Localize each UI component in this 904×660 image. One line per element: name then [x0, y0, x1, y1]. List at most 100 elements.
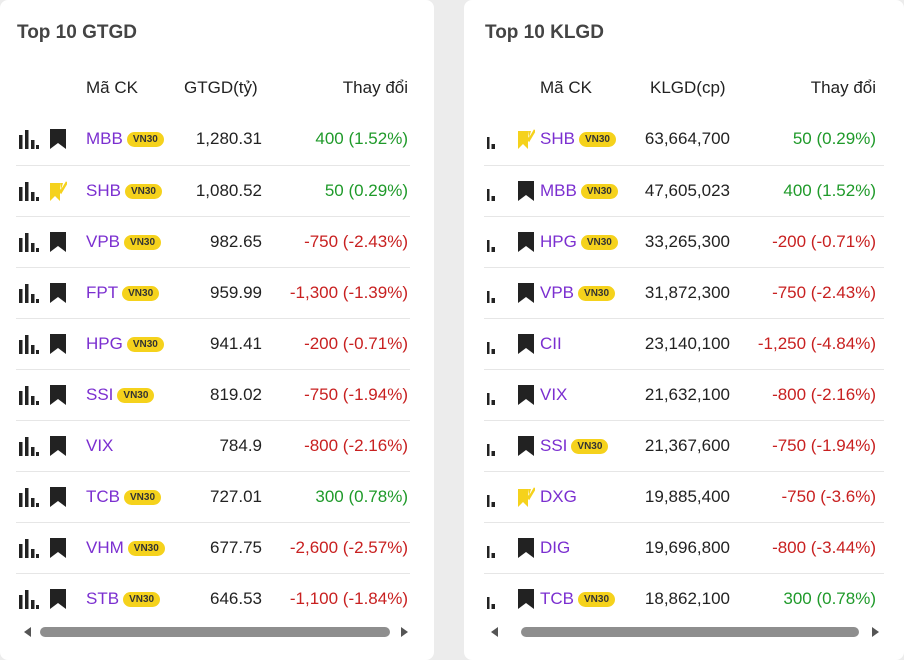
bookmark-icon[interactable]	[49, 231, 67, 253]
stock-symbol[interactable]: MBB VN30	[86, 129, 164, 149]
bar-chart-icon[interactable]	[487, 232, 507, 252]
symbol-text[interactable]: SHB	[540, 129, 575, 148]
table-row[interactable]: VIX 784.9 -800 (-2.16%)	[16, 420, 410, 471]
bar-chart-icon[interactable]	[487, 589, 507, 609]
stock-symbol[interactable]: CII	[540, 334, 562, 354]
stock-symbol[interactable]: TCB VN30	[86, 487, 162, 507]
symbol-text[interactable]: STB	[86, 589, 120, 608]
symbol-text[interactable]: VIX	[86, 436, 114, 455]
table-row[interactable]: VIX 21,632,100 -800 (-2.16%)	[484, 369, 884, 420]
bookmark-icon[interactable]	[517, 435, 535, 457]
table-row[interactable]: TCB VN30 727.01 300 (0.78%)	[16, 471, 410, 522]
bar-chart-icon[interactable]	[19, 232, 39, 252]
stock-symbol[interactable]: DIG	[540, 538, 570, 558]
table-row[interactable]: MBB VN30 1,280.31 400 (1.52%)	[16, 114, 410, 165]
bar-chart-icon[interactable]	[487, 334, 507, 354]
bar-chart-icon[interactable]	[19, 436, 39, 456]
scroll-left-arrow-icon[interactable]	[24, 627, 31, 637]
col-value-header[interactable]: GTGD(tỷ)	[184, 78, 258, 97]
symbol-text[interactable]: VPB	[540, 283, 575, 302]
bar-chart-icon[interactable]	[19, 385, 39, 405]
table-row[interactable]: VHM VN30 677.75 -2,600 (-2.57%)	[16, 522, 410, 573]
stock-symbol[interactable]: VIX	[86, 436, 113, 456]
symbol-text[interactable]: DIG	[540, 538, 571, 557]
bookmark-icon[interactable]	[49, 486, 67, 508]
symbol-text[interactable]: HPG	[540, 232, 577, 251]
horizontal-scrollbar[interactable]	[489, 624, 881, 640]
scroll-thumb[interactable]	[40, 627, 390, 637]
symbol-text[interactable]: VHM	[86, 538, 124, 557]
table-row[interactable]: HPG VN30 33,265,300 -200 (-0.71%)	[484, 216, 884, 267]
bar-chart-icon[interactable]	[19, 487, 39, 507]
stock-symbol[interactable]: VPB VN30	[86, 232, 162, 252]
bar-chart-icon[interactable]	[487, 436, 507, 456]
bar-chart-icon[interactable]	[487, 385, 507, 405]
symbol-text[interactable]: FPT	[86, 283, 119, 302]
stock-symbol[interactable]: VIX	[540, 385, 567, 405]
col-change-header[interactable]: Thay đổi	[810, 78, 876, 97]
stock-symbol[interactable]: SHB VN30	[86, 181, 162, 201]
bookmark-icon[interactable]	[49, 282, 67, 304]
symbol-text[interactable]: SHB	[86, 181, 121, 200]
col-symbol-header[interactable]: Mã CK	[86, 78, 138, 97]
symbol-text[interactable]: MBB	[86, 129, 123, 148]
symbol-text[interactable]: TCB	[86, 487, 120, 506]
col-value-header[interactable]: KLGD(cp)	[650, 78, 726, 97]
bookmark-icon[interactable]	[49, 588, 67, 610]
stock-symbol[interactable]: DXG	[540, 487, 577, 507]
bookmark-icon[interactable]	[517, 282, 535, 304]
bar-chart-icon[interactable]	[19, 538, 39, 558]
symbol-text[interactable]: HPG	[86, 334, 123, 353]
stock-symbol[interactable]: FPT VN30	[86, 283, 160, 303]
bookmark-checked-icon[interactable]	[517, 128, 537, 150]
bookmark-icon[interactable]	[517, 180, 535, 202]
symbol-text[interactable]: SSI	[540, 436, 568, 455]
table-row[interactable]: DXG 19,885,400 -750 (-3.6%)	[484, 471, 884, 522]
stock-symbol[interactable]: SHB VN30	[540, 129, 616, 149]
table-row[interactable]: MBB VN30 47,605,023 400 (1.52%)	[484, 165, 884, 216]
bookmark-icon[interactable]	[49, 435, 67, 457]
bookmark-icon[interactable]	[517, 588, 535, 610]
stock-symbol[interactable]: VPB VN30	[540, 283, 616, 303]
table-row[interactable]: VPB VN30 31,872,300 -750 (-2.43%)	[484, 267, 884, 318]
bar-chart-icon[interactable]	[19, 283, 39, 303]
table-row[interactable]: HPG VN30 941.41 -200 (-0.71%)	[16, 318, 410, 369]
stock-symbol[interactable]: HPG VN30	[540, 232, 618, 252]
scroll-right-arrow-icon[interactable]	[872, 627, 879, 637]
table-row[interactable]: CII 23,140,100 -1,250 (-4.84%)	[484, 318, 884, 369]
bar-chart-icon[interactable]	[19, 334, 39, 354]
table-row[interactable]: SSI VN30 21,367,600 -750 (-1.94%)	[484, 420, 884, 471]
bar-chart-icon[interactable]	[487, 181, 507, 201]
bookmark-checked-icon[interactable]	[517, 486, 537, 508]
stock-symbol[interactable]: STB VN30	[86, 589, 161, 609]
bookmark-icon[interactable]	[517, 333, 535, 355]
symbol-text[interactable]: TCB	[540, 589, 574, 608]
symbol-text[interactable]: VIX	[540, 385, 568, 404]
bookmark-icon[interactable]	[517, 231, 535, 253]
col-symbol-header[interactable]: Mã CK	[540, 78, 592, 97]
table-row[interactable]: SHB VN30 63,664,700 50 (0.29%)	[484, 114, 884, 165]
table-row[interactable]: SSI VN30 819.02 -750 (-1.94%)	[16, 369, 410, 420]
symbol-text[interactable]: SSI	[86, 385, 114, 404]
bookmark-icon[interactable]	[49, 333, 67, 355]
bookmark-icon[interactable]	[49, 537, 67, 559]
table-row[interactable]: VPB VN30 982.65 -750 (-2.43%)	[16, 216, 410, 267]
bar-chart-icon[interactable]	[487, 487, 507, 507]
bookmark-icon[interactable]	[49, 128, 67, 150]
table-row[interactable]: SHB VN30 1,080.52 50 (0.29%)	[16, 165, 410, 216]
bookmark-checked-icon[interactable]	[49, 180, 69, 202]
scroll-right-arrow-icon[interactable]	[401, 627, 408, 637]
bookmark-icon[interactable]	[517, 384, 535, 406]
stock-symbol[interactable]: HPG VN30	[86, 334, 164, 354]
horizontal-scrollbar[interactable]	[22, 624, 410, 640]
table-row[interactable]: STB VN30 646.53 -1,100 (-1.84%)	[16, 573, 410, 624]
bookmark-icon[interactable]	[49, 384, 67, 406]
bookmark-icon[interactable]	[517, 537, 535, 559]
stock-symbol[interactable]: MBB VN30	[540, 181, 618, 201]
scroll-left-arrow-icon[interactable]	[491, 627, 498, 637]
bar-chart-icon[interactable]	[487, 538, 507, 558]
symbol-text[interactable]: MBB	[540, 181, 577, 200]
bar-chart-icon[interactable]	[487, 283, 507, 303]
col-change-header[interactable]: Thay đổi	[342, 78, 408, 97]
table-row[interactable]: TCB VN30 18,862,100 300 (0.78%)	[484, 573, 884, 624]
